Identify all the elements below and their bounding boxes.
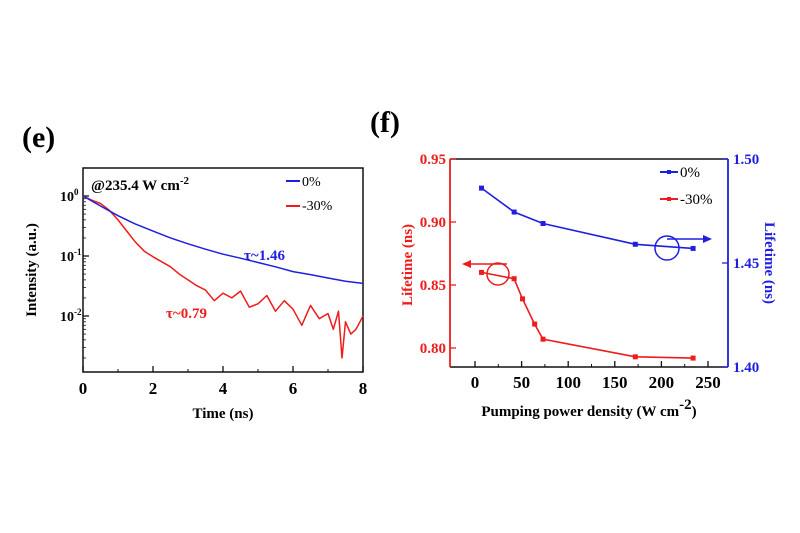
series-line-30pct-e [82,195,364,359]
x-tick-label-e: 0 [79,379,88,398]
y-tick-base: 10 [60,310,74,325]
series-line-0pct-f [481,187,694,250]
right-arrowhead-icon [703,235,712,243]
data-point-30pct-f [540,336,546,342]
data-point-0pct-f [540,220,546,226]
y-axis-left-label-f: Lifetime (ns) [400,224,416,306]
y-right-tick-label-f: 1.45 [733,256,759,272]
y-axis-label-e: Intensity (a.u.) [24,223,40,317]
y-tick-base: 10 [60,190,74,205]
legend-marker-0pct-f [667,170,671,174]
data-point-0pct-f [690,245,696,251]
x-tick-label-f: 250 [695,373,721,392]
y-left-tick-label-f: 0.85 [420,278,446,294]
x-tick-label-e: 6 [289,379,298,398]
data-point-30pct-f [479,269,485,275]
x-tick-label-e: 2 [149,379,158,398]
data-point-0pct-f [511,209,517,215]
data-point-0pct-f [479,185,485,191]
y-left-tick-label-f: 0.90 [420,215,446,231]
panel-label-e: (e) [22,121,55,154]
y-tick-exp: -1 [74,247,82,257]
legend-label-30pct-e: -30% [302,199,333,214]
tau-annotation-0pct: τ~1.46 [244,248,285,264]
right-axis-indicator-circle [654,235,680,261]
y-tick-label-e: 10-1 [60,247,82,265]
x-tick-label-f: 200 [649,373,675,392]
x-axis-label-f: Pumping power density (W cm-2) [481,397,696,420]
data-point-30pct-f [632,354,638,360]
series-line-0pct-e [82,195,364,285]
series-e [82,195,364,359]
panel-label-f: (f) [370,106,400,139]
y-right-tick-label-f: 1.50 [733,152,759,168]
y-left-tick-label-f: 0.80 [420,341,446,357]
x-axis-label-e: Time (ns) [193,406,254,422]
data-point-30pct-f [520,296,526,302]
left-arrowhead-icon [462,260,471,268]
y-tick-exp: -2 [74,307,82,317]
x-tick-label-f: 0 [471,373,480,392]
ticks-f: 0 50 100 150 200 250 0.95 0.90 0.85 0.80 1.50 1.45 1… [420,152,760,392]
tau-annotation-30pct: τ~0.79 [166,306,207,322]
y-tick-exp: 0 [74,187,79,197]
data-point-30pct-f [511,276,517,282]
series-f [479,185,696,361]
x-tick-label-f: 150 [602,373,628,392]
left-axis-indicator-circle [486,262,510,286]
y-tick-label-e: 10-2 [60,307,82,325]
data-point-30pct-f [532,321,538,327]
y-tick-label-e: 100 [60,187,79,205]
data-point-30pct-f [690,355,696,361]
x-tick-label-e: 8 [359,379,368,398]
y-tick-base: 10 [60,250,74,265]
x-tick-label-e: 4 [219,379,228,398]
legend-label-0pct-f: 0% [680,165,700,181]
y-left-tick-label-f: 0.95 [420,152,446,168]
y-axis-right-label-f: Lifetime (ns) [761,222,777,304]
panel-f: (f) 0 50 100 150 200 250 0.95 0.90 0.85 0.80 1.50 1… [370,106,777,420]
series-line-30pct-f [481,271,694,359]
legend-marker-30pct-f [667,197,671,201]
legend-label-30pct-f: -30% [680,192,713,208]
y-right-tick-label-f: 1.40 [733,360,759,376]
x-tick-label-f: 100 [555,373,581,392]
data-point-0pct-f [632,241,638,247]
x-tick-label-f: 50 [513,373,530,392]
legend-label-0pct-e: 0% [302,175,321,190]
condition-annotation: @235.4 W cm-2 [91,175,189,194]
